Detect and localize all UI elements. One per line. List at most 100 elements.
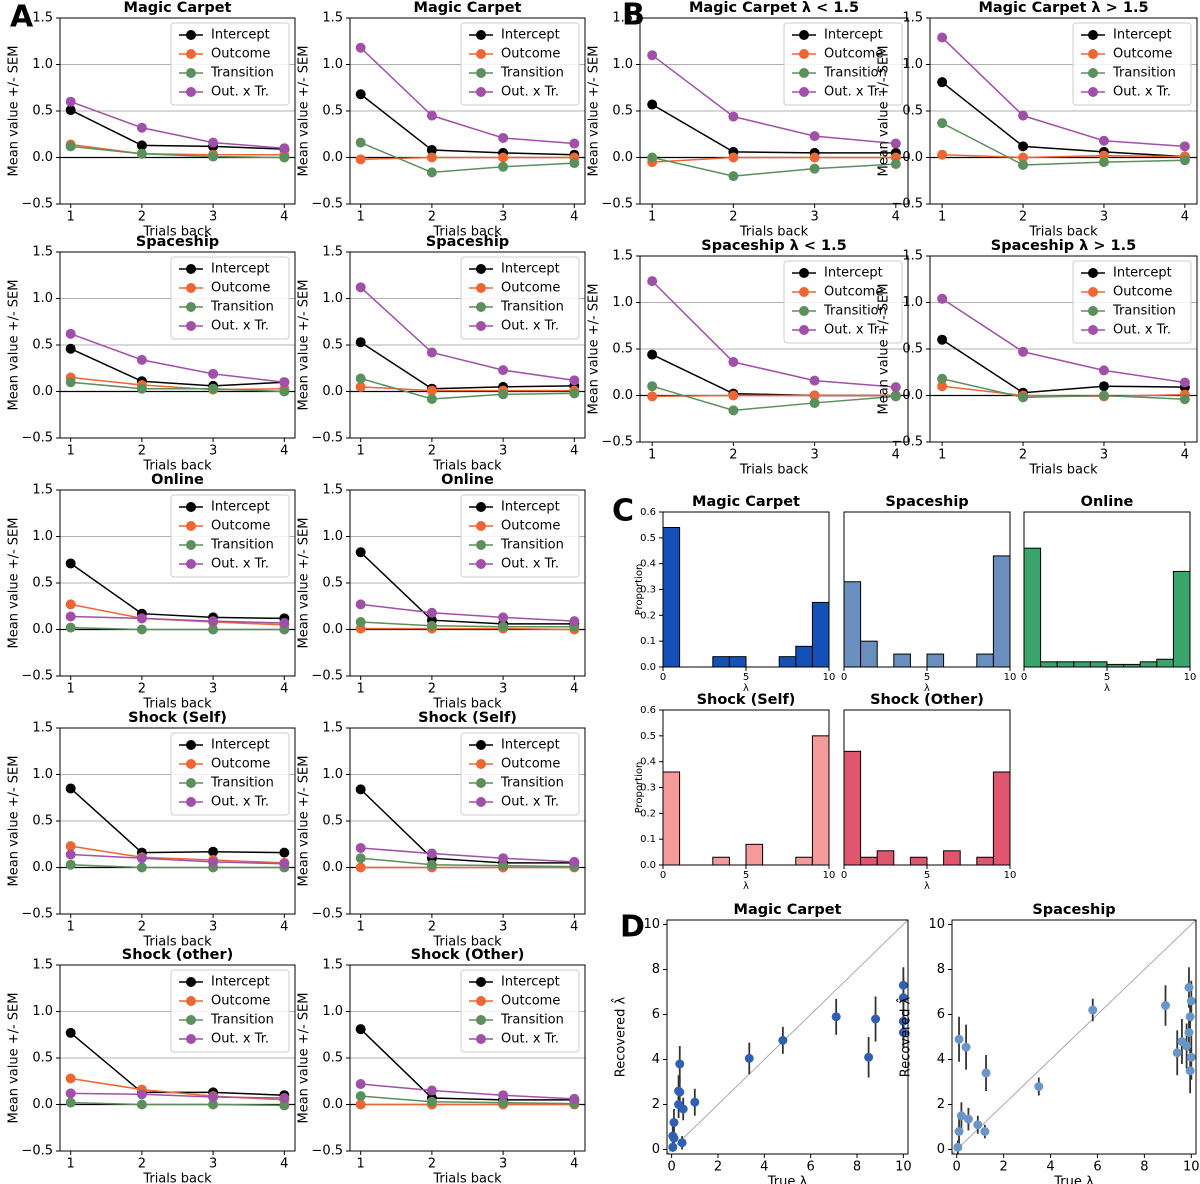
y-axis-label: Proportion: [634, 762, 645, 814]
legend-label: Transition: [210, 776, 274, 791]
y-tick-label: 0.0: [322, 860, 343, 875]
data-point: [136, 354, 147, 365]
legend-marker: [799, 306, 809, 316]
y-tick-label: 6: [937, 1007, 945, 1022]
histogram-bar: [745, 843, 764, 866]
data-point: [498, 365, 509, 376]
legend-marker: [799, 30, 809, 40]
chart-title: Shock (Self): [418, 710, 517, 726]
data-point: [208, 624, 219, 635]
x-axis-label: True λ: [767, 1175, 808, 1184]
legend-marker: [476, 283, 486, 293]
legend-box: [170, 22, 290, 106]
legend-label: Out. x Tr.: [824, 85, 882, 100]
y-tick-label: 0.5: [902, 104, 923, 119]
data-point: [981, 1068, 991, 1078]
y-tick-label: 0.0: [640, 860, 656, 871]
legend-label: Intercept: [824, 266, 883, 281]
y-tick-label: 0.5: [322, 104, 343, 119]
y-tick-label: 0.5: [640, 533, 656, 544]
legend-label: Outcome: [501, 47, 560, 62]
data-point: [728, 111, 739, 122]
chart-title: Magic Carpet: [734, 902, 842, 918]
y-tick-label: 0.2: [640, 808, 656, 819]
data-point: [963, 1114, 973, 1124]
x-tick-label: 0: [660, 672, 666, 683]
legend-label: Out. x Tr.: [211, 319, 269, 334]
x-tick-label: 2: [428, 444, 436, 459]
legend-box: [170, 256, 290, 340]
histogram-bar: [860, 640, 878, 668]
series-line: [70, 376, 285, 391]
axes-frame: [662, 709, 830, 866]
data-point: [355, 842, 366, 853]
legend-marker: [476, 502, 486, 512]
y-tick-label: 0.3: [640, 585, 656, 596]
x-tick-label: 2: [428, 920, 436, 935]
data-point: [647, 381, 658, 392]
identity-line: [666, 919, 909, 1155]
y-axis-label: Mean value +/- SEM: [7, 46, 22, 177]
x-tick-label: 3: [209, 1157, 217, 1172]
y-tick-label: 0.1: [640, 834, 656, 845]
data-point: [65, 783, 76, 794]
legend-marker: [186, 1015, 196, 1025]
y-tick-label: −0.5: [21, 197, 53, 212]
legend-label: Out. x Tr.: [501, 557, 559, 572]
y-axis-label: Mean value +/- SEM: [7, 518, 22, 649]
x-tick-label: 10: [895, 1160, 912, 1175]
histogram-bar: [811, 735, 830, 866]
data-point: [890, 138, 901, 149]
y-tick-label: 4: [937, 1052, 945, 1067]
y-tick-label: 0.0: [640, 662, 656, 673]
x-tick-label: 0: [953, 1160, 961, 1175]
x-tick-label: 4: [280, 444, 288, 459]
series-line: [70, 109, 285, 150]
y-tick-label: 1.0: [902, 57, 923, 72]
data-point: [973, 1120, 983, 1130]
legend-label: Out. x Tr.: [501, 1032, 559, 1047]
data-point: [279, 1092, 290, 1103]
histogram-bar: [1023, 547, 1042, 668]
legend-marker: [476, 521, 486, 531]
y-tick-label: 0.5: [322, 1051, 343, 1066]
legend-label: Transition: [500, 538, 564, 553]
axes-frame: [59, 727, 296, 915]
data-point: [1098, 381, 1109, 392]
axes-frame: [843, 511, 1011, 668]
data-point: [355, 337, 366, 348]
y-tick-label: 8: [652, 962, 660, 977]
legend-marker: [476, 49, 486, 59]
data-point: [677, 1138, 687, 1148]
legend-label: Transition: [500, 300, 564, 315]
chart-title: Online: [441, 472, 494, 488]
series-line: [360, 847, 575, 863]
data-point: [890, 391, 901, 402]
x-tick-label: 2: [138, 210, 146, 225]
data-point: [65, 849, 76, 860]
data-point: [864, 1052, 874, 1062]
data-point: [675, 1059, 685, 1069]
x-tick-label: 1: [357, 444, 365, 459]
x-tick-label: 4: [760, 1160, 768, 1175]
x-tick-label: 3: [1100, 448, 1108, 463]
data-point: [136, 1099, 147, 1110]
x-axis-label: Trials back: [432, 1172, 502, 1184]
legend-marker: [476, 559, 486, 569]
histogram-bar: [1073, 661, 1091, 668]
x-tick-label: 6: [1093, 1160, 1101, 1175]
x-tick-label: 0: [841, 870, 847, 881]
data-point: [279, 858, 290, 869]
y-tick-label: 0.0: [322, 622, 343, 637]
chart-title: Shock (Self): [697, 692, 796, 708]
data-point: [668, 1142, 678, 1152]
data-point: [1184, 1028, 1194, 1037]
legend-marker: [1088, 306, 1098, 316]
data-point: [1185, 1012, 1195, 1022]
axes-frame: [349, 251, 586, 439]
data-point: [569, 158, 580, 169]
data-point: [569, 616, 580, 627]
data-point: [647, 152, 658, 163]
legend-marker: [186, 264, 196, 274]
legend-marker: [1088, 87, 1098, 97]
